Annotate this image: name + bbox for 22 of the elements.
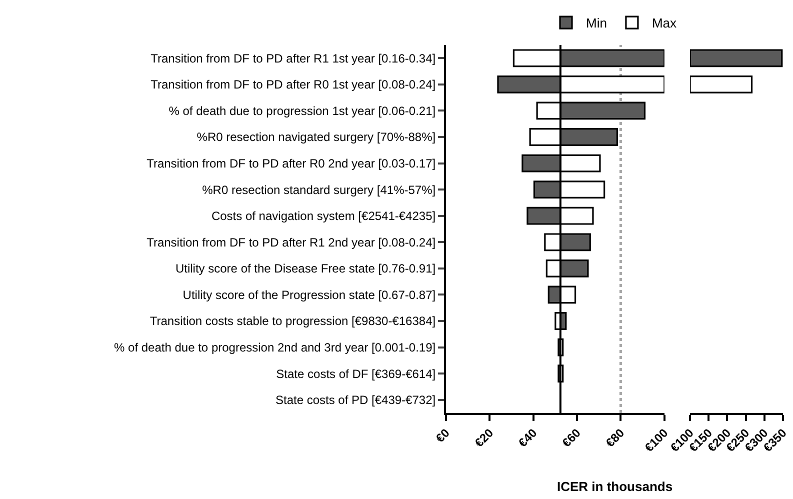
y-tick-label: Transition costs stable to progression [€9830-€16384] xyxy=(150,314,436,328)
y-tick-label: Utility score of the Progression state [0.67-0.87] xyxy=(182,288,436,302)
x-axis-title: ICER in thousands xyxy=(557,479,673,494)
y-tick-label: Utility score of the Disease Free state [0.76-0.91] xyxy=(175,262,436,276)
legend-label: Max xyxy=(652,16,678,31)
x-tick-label: €0 xyxy=(433,426,453,446)
y-tick-label: %R0 resection navigated surgery [70%-88%] xyxy=(196,130,436,144)
y-tick-label: State costs of DF [€369-€614] xyxy=(276,366,436,381)
legend-label: Min xyxy=(586,16,607,31)
y-tick-label: % of death due to progression 1st year [0.06-0.21] xyxy=(168,104,436,118)
y-tick-label: Transition from DF to PD after R0 2nd year [0.03-0.17] xyxy=(146,156,436,170)
y-tick-label: State costs of PD [€439-€732] xyxy=(275,393,436,408)
y-tick-label: Transition from DF to PD after R1 1st year [0.16-0.34] xyxy=(150,51,436,66)
x-tick-label: €20 xyxy=(472,426,496,450)
y-tick-label: Transition from DF to PD after R0 1st year [0.08-0.24] xyxy=(150,78,436,92)
y-tick-label: Transition from DF to PD after R1 2nd year [0.08-0.24] xyxy=(146,235,436,250)
y-tick-label: %R0 resection standard surgery [41%-57%] xyxy=(202,182,436,197)
x-tick-label: €80 xyxy=(603,426,628,450)
y-tick-label: % of death due to progression 2nd and 3rd year [0.001-0.19] xyxy=(114,340,436,354)
x-tick-label: €40 xyxy=(516,426,540,450)
y-tick-label: Costs of navigation system [€2541-€4235] xyxy=(211,209,436,224)
x-tick-label: €60 xyxy=(559,426,584,450)
